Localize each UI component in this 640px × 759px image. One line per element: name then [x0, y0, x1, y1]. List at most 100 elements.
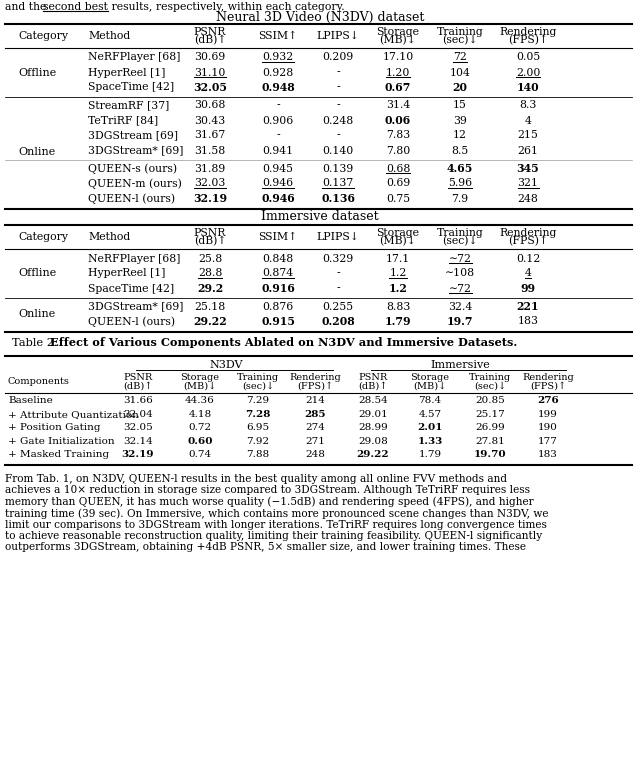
Text: Rendering: Rendering — [499, 27, 557, 37]
Text: 285: 285 — [304, 410, 326, 419]
Text: 31.10: 31.10 — [195, 68, 226, 77]
Text: 26.99: 26.99 — [475, 424, 505, 432]
Text: 0.72: 0.72 — [188, 424, 212, 432]
Text: 32.4: 32.4 — [448, 301, 472, 311]
Text: SSIM↑: SSIM↑ — [259, 31, 298, 41]
Text: (FPS)↑: (FPS)↑ — [530, 382, 566, 390]
Text: Offline: Offline — [18, 68, 56, 77]
Text: 0.05: 0.05 — [516, 52, 540, 62]
Text: 345: 345 — [516, 163, 540, 174]
Text: 31.89: 31.89 — [195, 163, 226, 174]
Text: 190: 190 — [538, 424, 558, 432]
Text: 28.99: 28.99 — [358, 424, 388, 432]
Text: (MB)↓: (MB)↓ — [380, 35, 417, 45]
Text: QUEEN-l (ours): QUEEN-l (ours) — [88, 317, 175, 327]
Text: 29.01: 29.01 — [358, 410, 388, 419]
Text: PSNR: PSNR — [194, 27, 226, 37]
Text: 0.248: 0.248 — [323, 115, 354, 125]
Text: 30.69: 30.69 — [195, 52, 226, 62]
Text: Immersive dataset: Immersive dataset — [261, 210, 379, 223]
Text: 7.29: 7.29 — [246, 396, 269, 405]
Text: ∼108: ∼108 — [445, 269, 475, 279]
Text: 0.946: 0.946 — [262, 178, 294, 188]
Text: (dB)↑: (dB)↑ — [194, 236, 227, 246]
Text: + Attribute Quantization: + Attribute Quantization — [8, 410, 139, 419]
Text: -: - — [336, 131, 340, 140]
Text: 31.67: 31.67 — [195, 131, 226, 140]
Text: (sec)↓: (sec)↓ — [242, 382, 274, 390]
Text: 1.2: 1.2 — [388, 283, 408, 294]
Text: (MB)↓: (MB)↓ — [184, 382, 216, 390]
Text: and the: and the — [5, 2, 50, 12]
Text: 0.67: 0.67 — [385, 82, 411, 93]
Text: 248: 248 — [518, 194, 538, 203]
Text: 25.18: 25.18 — [195, 301, 226, 311]
Text: 183: 183 — [518, 317, 538, 326]
Text: -: - — [336, 83, 340, 93]
Text: 140: 140 — [516, 82, 540, 93]
Text: StreamRF [37]: StreamRF [37] — [88, 100, 169, 111]
Text: (MB)↓: (MB)↓ — [380, 236, 417, 246]
Text: NeRFPlayer [68]: NeRFPlayer [68] — [88, 52, 180, 62]
Text: NeRFPlayer [68]: NeRFPlayer [68] — [88, 254, 180, 263]
Text: 3DGStream* [69]: 3DGStream* [69] — [88, 301, 184, 311]
Text: 0.946: 0.946 — [261, 193, 295, 204]
Text: 0.928: 0.928 — [262, 68, 294, 77]
Text: 0.74: 0.74 — [188, 450, 212, 459]
Text: Baseline: Baseline — [8, 396, 52, 405]
Text: (dB)↑: (dB)↑ — [194, 35, 227, 45]
Text: -: - — [336, 269, 340, 279]
Text: 221: 221 — [516, 301, 540, 312]
Text: (dB)↑: (dB)↑ — [124, 382, 153, 390]
Text: 0.209: 0.209 — [323, 52, 354, 62]
Text: 25.8: 25.8 — [198, 254, 222, 263]
Text: HyperReel [1]: HyperReel [1] — [88, 68, 165, 77]
Text: 8.3: 8.3 — [519, 100, 537, 111]
Text: 7.88: 7.88 — [246, 450, 269, 459]
Text: 0.140: 0.140 — [323, 146, 354, 156]
Text: 0.945: 0.945 — [262, 163, 294, 174]
Text: Components: Components — [8, 377, 70, 386]
Text: 31.58: 31.58 — [195, 146, 226, 156]
Text: 104: 104 — [449, 68, 470, 77]
Text: limit our comparisons to 3DGStream with longer iterations. TeTriRF requires long: limit our comparisons to 3DGStream with … — [5, 519, 547, 530]
Text: 29.08: 29.08 — [358, 436, 388, 446]
Text: memory than QUEEN, it has much worse quality (−1.5dB) and rendering speed (4FPS): memory than QUEEN, it has much worse qua… — [5, 496, 534, 507]
Text: 0.916: 0.916 — [261, 283, 295, 294]
Text: -: - — [276, 131, 280, 140]
Text: QUEEN-s (ours): QUEEN-s (ours) — [88, 163, 177, 174]
Text: (sec)↓: (sec)↓ — [442, 35, 478, 45]
Text: 25.17: 25.17 — [475, 410, 505, 419]
Text: 3DGStream [69]: 3DGStream [69] — [88, 131, 178, 140]
Text: 0.75: 0.75 — [386, 194, 410, 203]
Text: N3DV: N3DV — [210, 360, 243, 370]
Text: + Masked Training: + Masked Training — [8, 450, 109, 459]
Text: ∼72: ∼72 — [449, 254, 472, 263]
Text: Training: Training — [436, 228, 483, 238]
Text: SpaceTime [42]: SpaceTime [42] — [88, 284, 174, 294]
Text: (sec)↓: (sec)↓ — [474, 382, 506, 390]
Text: outperforms 3DGStream, obtaining +4dB PSNR, 5× smaller size, and lower training : outperforms 3DGStream, obtaining +4dB PS… — [5, 543, 526, 553]
Text: 0.848: 0.848 — [262, 254, 294, 263]
Text: Method: Method — [88, 31, 131, 41]
Text: Storage: Storage — [376, 228, 419, 238]
Text: achieves a 10× reduction in storage size compared to 3DGStream. Although TeTriRF: achieves a 10× reduction in storage size… — [5, 485, 530, 495]
Text: Storage: Storage — [180, 373, 220, 383]
Text: 32.05: 32.05 — [123, 424, 153, 432]
Text: 72: 72 — [453, 52, 467, 62]
Text: 0.60: 0.60 — [188, 436, 212, 446]
Text: 27.81: 27.81 — [475, 436, 505, 446]
Text: LPIPS↓: LPIPS↓ — [317, 31, 360, 41]
Text: second best: second best — [43, 2, 108, 12]
Text: 7.92: 7.92 — [246, 436, 269, 446]
Text: 32.04: 32.04 — [123, 410, 153, 419]
Text: 39: 39 — [453, 115, 467, 125]
Text: 30.43: 30.43 — [195, 115, 226, 125]
Text: 0.932: 0.932 — [262, 52, 294, 62]
Text: 99: 99 — [520, 283, 536, 294]
Text: to achieve reasonable reconstruction quality, limiting their training feasibilit: to achieve reasonable reconstruction qua… — [5, 531, 542, 541]
Text: 31.66: 31.66 — [123, 396, 153, 405]
Text: 0.69: 0.69 — [386, 178, 410, 188]
Text: Rendering: Rendering — [522, 373, 574, 383]
Text: Category: Category — [18, 31, 68, 41]
